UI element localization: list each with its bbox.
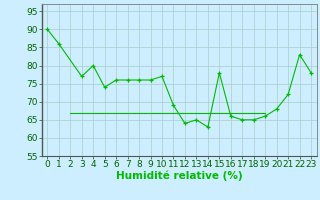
X-axis label: Humidité relative (%): Humidité relative (%) bbox=[116, 171, 243, 181]
